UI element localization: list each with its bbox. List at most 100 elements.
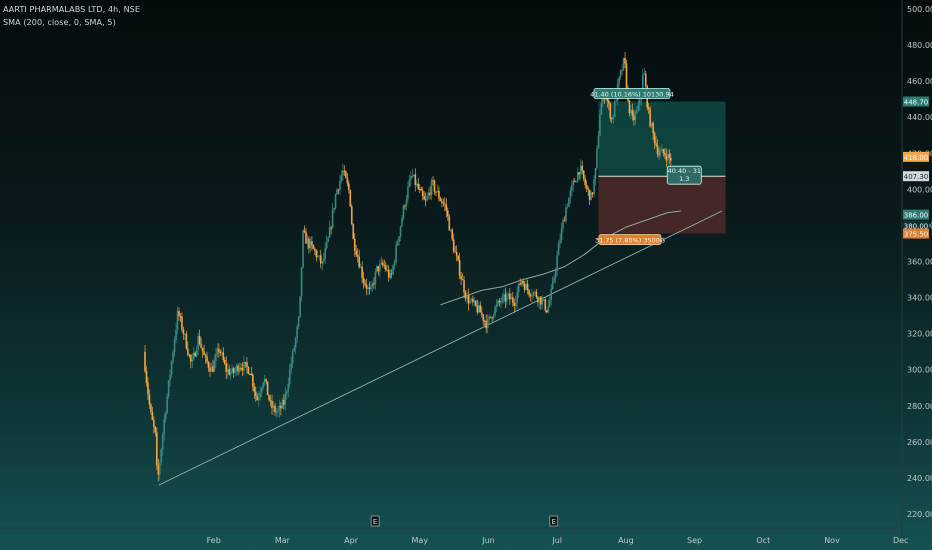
candle-body	[226, 369, 229, 372]
sma-200-line	[440, 210, 681, 306]
y-tick-label: 360.00	[907, 258, 932, 267]
candle-body	[241, 367, 244, 371]
x-tick-label: Aug	[618, 536, 634, 545]
earnings-marker[interactable]	[549, 515, 559, 527]
candle-body	[476, 305, 479, 313]
candle-body	[144, 351, 146, 372]
candle-body	[523, 283, 526, 290]
candle-body	[189, 355, 192, 362]
candle-body	[237, 365, 239, 372]
trendline[interactable]	[158, 210, 723, 486]
candle-body	[652, 122, 654, 133]
candle-body	[296, 326, 298, 339]
candle-body	[387, 269, 390, 278]
candle-body	[571, 185, 573, 191]
candle-body	[497, 300, 499, 305]
candle-body	[658, 154, 660, 156]
candle-body	[349, 189, 352, 207]
candle-body	[350, 206, 353, 225]
candle-body	[448, 216, 451, 231]
risk-reward-box[interactable]	[666, 165, 702, 185]
candle-body	[649, 109, 651, 127]
candle-body	[588, 189, 591, 201]
candle-body	[256, 396, 259, 401]
candle-body	[156, 432, 158, 466]
candle-body	[415, 183, 418, 186]
candle-body	[345, 171, 347, 178]
candle-body	[188, 354, 191, 356]
candle-body	[374, 271, 377, 284]
candle-body	[545, 310, 548, 313]
earnings-marker[interactable]	[370, 515, 380, 527]
candle-body	[229, 372, 232, 375]
candle-body	[612, 116, 615, 120]
candle-body	[643, 73, 646, 75]
candle-body	[215, 353, 217, 361]
candle-body	[504, 294, 507, 302]
candle-body	[441, 200, 443, 203]
x-tick-label: Mar	[275, 536, 291, 545]
candle-body	[399, 226, 402, 237]
candle-body	[449, 229, 452, 231]
candle-body	[334, 194, 337, 208]
candle-body	[319, 255, 322, 264]
candle-body	[454, 251, 456, 253]
candle-body	[500, 302, 502, 304]
candle-body	[324, 248, 327, 259]
risk-reward-line2: 1.3	[679, 175, 689, 183]
candle-body	[401, 218, 403, 227]
loss-zone[interactable]	[598, 176, 726, 234]
candle-body	[668, 153, 671, 158]
candle-body	[578, 172, 581, 175]
candle-body	[540, 296, 542, 305]
stop-label-box[interactable]	[598, 234, 662, 245]
candle-body	[238, 367, 241, 372]
candle-body	[158, 462, 161, 475]
symbol-title: AARTI PHARMALABS LTD, 4h, NSE	[3, 5, 141, 14]
candle-body	[547, 306, 550, 313]
candle-body	[656, 145, 659, 155]
candle-body	[430, 180, 433, 195]
candle-body	[221, 352, 223, 354]
candle-body	[482, 314, 485, 321]
candle-body	[498, 300, 501, 303]
candle-body	[223, 359, 226, 364]
candle-body	[483, 320, 486, 322]
candle-body	[252, 374, 254, 387]
candle-body	[661, 149, 663, 152]
candle-body	[452, 239, 455, 252]
candle-body	[525, 283, 527, 290]
candle-body	[178, 311, 180, 316]
candle-body	[414, 174, 417, 186]
candle-body	[485, 321, 487, 329]
candle-body	[148, 394, 151, 405]
candle-body	[244, 362, 247, 364]
candle-body	[150, 404, 152, 412]
candle-body	[609, 103, 612, 119]
candle-body	[514, 302, 517, 307]
candle-body	[167, 380, 170, 397]
candle-body	[240, 367, 242, 369]
price-axis-badge-label: 380.00	[904, 222, 929, 230]
candle-body	[628, 100, 631, 114]
candle-body	[243, 362, 245, 371]
earnings-marker-label: E	[552, 518, 556, 526]
candle-body	[569, 190, 572, 198]
candle-body	[380, 262, 383, 264]
candle-body	[262, 382, 264, 389]
candle-body	[420, 188, 423, 191]
candle-body	[426, 196, 428, 201]
candle-body	[361, 266, 363, 278]
target-label-box[interactable]	[593, 88, 671, 99]
candle-body	[371, 283, 374, 287]
candle-body	[305, 232, 307, 244]
candle-body	[607, 100, 610, 104]
candle-body	[312, 245, 315, 249]
candle-body	[219, 351, 222, 354]
candle-body	[407, 187, 409, 200]
candle-body	[339, 180, 341, 190]
profit-zone[interactable]	[598, 101, 726, 177]
candle-body	[622, 57, 625, 71]
price-axis-badge-label: 418.00	[904, 154, 929, 162]
